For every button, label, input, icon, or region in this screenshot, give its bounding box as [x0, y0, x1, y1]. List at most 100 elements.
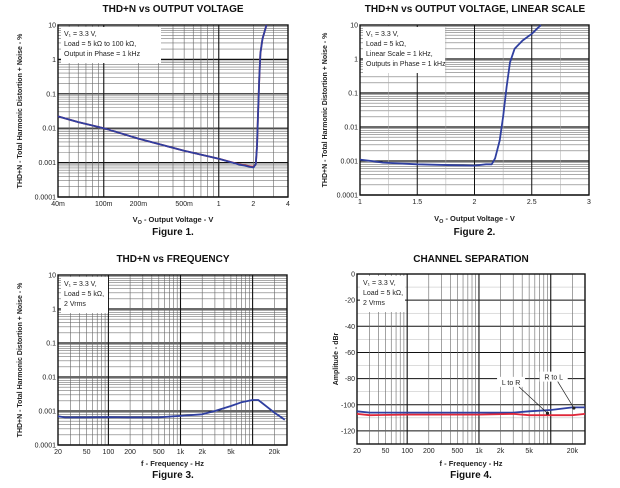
callout-arrow-r-to-l: [557, 381, 575, 409]
x-tick-label: 40m: [51, 201, 65, 208]
x-tick-label: 1.5: [412, 199, 422, 206]
y-tick-label: 10: [48, 273, 56, 280]
y-axis-label: THD+N - Total Harmonic Distortion + Nois…: [322, 32, 329, 187]
callout-l-to-r: L to R: [502, 380, 520, 387]
callout-bg: [539, 371, 568, 382]
x-tick-label: 1k: [177, 449, 185, 456]
plot-frame: [359, 24, 590, 196]
x-tick-label: 1k: [475, 448, 483, 455]
y-tick-label: 0: [351, 272, 355, 279]
x-tick-label: 1: [358, 199, 362, 206]
x-tick-label: 200: [423, 448, 435, 455]
y-tick-label: 0.01: [42, 375, 56, 382]
x-tick-label: 20k: [269, 449, 281, 456]
x-tick-label: 500: [452, 448, 464, 455]
condition-text: Load = 5 kΩ,: [366, 41, 406, 48]
figure-label: Figure 4.: [450, 470, 492, 481]
x-tick-label: 4: [286, 201, 290, 208]
x-tick-label: 20: [353, 448, 361, 455]
condition-text: Outputs in Phase = 1 kHz: [366, 61, 446, 68]
condition-text: V₁ = 3.3 V,: [363, 280, 396, 287]
y-tick-label: -100: [341, 402, 355, 409]
grid: [57, 275, 288, 446]
plot-frame: [57, 24, 289, 198]
x-tick-label: 2k: [497, 448, 505, 455]
condition-text: V₁ = 3.3 V,: [64, 281, 97, 288]
series-line-r-to-l: [356, 406, 585, 414]
condition-text: Load = 5 kΩ,: [363, 290, 403, 297]
grid: [57, 25, 289, 198]
x-tick-label: 50: [83, 449, 91, 456]
x-tick-label: 2: [251, 201, 255, 208]
x-tick-label: 100: [103, 449, 115, 456]
plot-frame: [356, 273, 586, 445]
y-axis-label: THD+N - Total Harmonic Distortion + Nois…: [17, 282, 24, 437]
y-tick-label: 0.001: [340, 159, 358, 166]
y-tick-label: 0.0001: [35, 195, 57, 202]
x-axis-label: f - Frequency - Hz: [141, 459, 204, 468]
y-tick-label: 0.001: [38, 409, 56, 416]
conditions-box: V₁ = 3.3 V, Load = 5 kΩ to 100 kΩ, Output …: [61, 27, 161, 63]
chart-title: CHANNEL SEPARATION: [413, 254, 529, 265]
conditions-box-bg: [61, 27, 161, 63]
x-tick-label: 3: [587, 199, 591, 206]
series-line-thd-n: [359, 24, 542, 167]
x-tick-label: 500: [153, 449, 165, 456]
x-tick-label: 20: [54, 449, 62, 456]
chart-title: THD+N vs OUTPUT VOLTAGE: [102, 4, 244, 15]
y-tick-label: 0.01: [344, 125, 358, 132]
callout-arrow-l-to-r: [518, 386, 548, 414]
y-tick-label: -80: [345, 376, 355, 383]
x-axis-label: f - Frequency - Hz: [440, 459, 503, 468]
series-line-thd-n: [57, 399, 286, 421]
x-tick-label: 1: [217, 201, 221, 208]
y-tick-label: 0.001: [38, 160, 56, 167]
y-tick-label: 10: [350, 23, 358, 30]
y-tick-label: 1: [52, 57, 56, 64]
y-tick-label: -60: [345, 350, 355, 357]
y-tick-label: 1: [52, 307, 56, 314]
x-tick-label: 20k: [567, 448, 579, 455]
y-axis-label: THD+N - Total Harmonic Distortion + Nois…: [17, 33, 24, 188]
conditions-box-bg: [363, 27, 445, 73]
conditions-box: V₁ = 3.3 V, Load = 5 kΩ, 2 Vrms: [61, 277, 108, 313]
y-tick-label: 1: [354, 57, 358, 64]
figure-label: Figure 1.: [152, 227, 194, 238]
x-tick-label: 200: [124, 449, 136, 456]
condition-text: 2 Vrms: [363, 300, 385, 307]
condition-text: V₁ = 3.3 V,: [366, 31, 399, 38]
condition-text: Linear Scale = 1 kHz,: [366, 51, 433, 58]
x-tick-label: 100m: [95, 201, 113, 208]
x-tick-label: 50: [382, 448, 390, 455]
x-tick-label: 5k: [227, 449, 235, 456]
y-tick-label: 0.0001: [35, 443, 57, 450]
figure-label: Figure 2.: [453, 227, 496, 238]
x-tick-label: 200m: [130, 201, 148, 208]
y-tick-label: 0.0001: [337, 193, 359, 200]
condition-text: Load = 5 kΩ to 100 kΩ,: [64, 41, 136, 48]
chart-title: THD+N vs OUTPUT VOLTAGE, LINEAR SCALE: [364, 4, 586, 15]
y-tick-label: 0.1: [46, 341, 56, 348]
condition-text: V₁ = 3.3 V,: [64, 31, 97, 38]
y-tick-label: -120: [341, 428, 355, 435]
x-tick-label: 500m: [175, 201, 193, 208]
y-tick-label: 10: [48, 23, 56, 30]
conditions-box: V₁ = 3.3 V, Load = 5 kΩ, Linear Scale = 1 …: [363, 27, 446, 73]
arrowhead: [545, 411, 550, 415]
condition-text: Load = 5 kΩ,: [64, 291, 104, 298]
conditions-box-bg: [61, 277, 108, 313]
plot-frame: [57, 274, 288, 446]
chart-title: THD+N vs FREQUENCY: [116, 254, 230, 265]
figure-label: Figure 3.: [152, 470, 194, 481]
callouts: L to R R to L: [497, 371, 576, 415]
x-tick-label: 2: [473, 199, 477, 206]
x-axis-label: VO - Output Voltage - V: [133, 215, 214, 226]
x-tick-label: 2k: [198, 449, 206, 456]
y-tick-label: 0.1: [348, 91, 358, 98]
series-line-channel-2: [57, 24, 268, 169]
callout-r-to-l: R to L: [544, 375, 563, 382]
